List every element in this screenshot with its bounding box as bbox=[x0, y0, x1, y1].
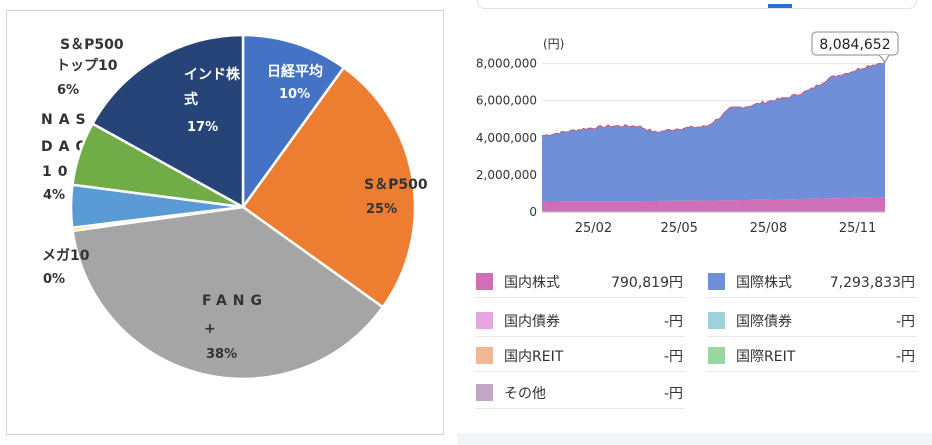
area-series-outline bbox=[541, 61, 886, 137]
legend-name: 国内株式 bbox=[504, 275, 560, 291]
x-tick-label: 25/05 bbox=[660, 221, 697, 236]
legend-value: -円 bbox=[895, 349, 915, 365]
y-tick-label: 2,000,000 bbox=[476, 168, 537, 182]
pie-slice-label: DAQ bbox=[41, 139, 93, 155]
pie-slice-percent: 4% bbox=[43, 188, 65, 203]
pie-slice bbox=[71, 205, 385, 381]
legend-swatch bbox=[476, 273, 493, 290]
legend-value: -円 bbox=[663, 314, 683, 330]
legend-swatch bbox=[476, 312, 493, 329]
callout-pointer bbox=[878, 54, 890, 63]
y-tick-label: 6,000,000 bbox=[476, 94, 537, 108]
pie-slice-label: インド株 bbox=[184, 66, 241, 83]
legend-value: -円 bbox=[663, 386, 683, 402]
legend-row: 国内債券 -円 bbox=[475, 310, 685, 337]
pie-slice bbox=[241, 65, 417, 309]
pie-slice-label: S＆P500 bbox=[364, 177, 428, 193]
pie-slice-label: 日経平均 bbox=[267, 63, 323, 80]
legend-value: 7,293,833円 bbox=[829, 275, 915, 291]
legend-row: 国際債券 -円 bbox=[707, 310, 917, 337]
y-tick-label: 4,000,000 bbox=[476, 131, 537, 145]
pie-chart-panel: 日経平均 10% S＆P500 25% FANG +38% メガ10 0% NAS DAQ 100 4… bbox=[6, 10, 444, 435]
pie-slice bbox=[90, 33, 245, 210]
legend-swatch bbox=[708, 273, 725, 290]
legend-row: 国内REIT -円 bbox=[475, 345, 685, 372]
pie-slice-label: トップ10 bbox=[56, 58, 118, 74]
legend-row: 国際株式 7,293,833円 bbox=[707, 271, 917, 298]
pie-slice-label: NAS bbox=[41, 112, 92, 128]
legend-row: 国内株式 790,819円 bbox=[475, 271, 685, 298]
pie-slice-percent: 10% bbox=[279, 87, 310, 102]
pie-slice-label: メガ10 bbox=[42, 248, 90, 264]
legend-swatch bbox=[708, 312, 725, 329]
x-tick-label: 25/08 bbox=[750, 221, 787, 236]
x-tick-label: 25/11 bbox=[839, 221, 876, 236]
legend-name: 国際債券 bbox=[736, 314, 792, 330]
y-axis-unit: (円) bbox=[543, 37, 564, 51]
active-tab-indicator[interactable] bbox=[768, 4, 792, 8]
asset-panel: (円) 8,000,000 6,000,000 4,000,000 2,000,000 0… bbox=[457, 0, 932, 445]
legend-value: 790,819円 bbox=[611, 275, 683, 291]
pie-slice-percent: 38% bbox=[206, 347, 237, 362]
legend-swatch bbox=[476, 347, 493, 364]
legend-value: -円 bbox=[895, 314, 915, 330]
total-value-callout bbox=[811, 31, 899, 56]
asset-area-chart: (円) 8,000,000 6,000,000 4,000,000 2,000,000 0… bbox=[476, 31, 899, 236]
pie-slice-label: + bbox=[204, 321, 222, 337]
total-value-text: 8,084,652 bbox=[819, 37, 890, 53]
y-tick-label: 8,000,000 bbox=[476, 57, 537, 71]
pie-slice bbox=[241, 33, 346, 211]
pie-slice-label: 式 bbox=[184, 91, 198, 108]
pie-slice-percent: 17% bbox=[187, 120, 218, 135]
pie-slice-percent: 25% bbox=[366, 202, 397, 217]
legend-swatch bbox=[476, 384, 493, 401]
pie-slice-label: FANG bbox=[202, 293, 268, 309]
legend-name: 国際株式 bbox=[736, 275, 792, 291]
legend-name: その他 bbox=[504, 386, 546, 402]
x-tick-label: 25/02 bbox=[575, 221, 612, 236]
legend-name: 国際REIT bbox=[736, 349, 796, 365]
y-tick-label: 0 bbox=[529, 205, 537, 219]
pie-slice-percent: 6% bbox=[57, 83, 79, 98]
area-series-domestic-stocks bbox=[542, 197, 885, 212]
legend-row: その他 -円 bbox=[475, 382, 685, 409]
legend-swatch bbox=[708, 347, 725, 364]
legend-value: -円 bbox=[663, 349, 683, 365]
panel-footer bbox=[457, 433, 932, 445]
legend-name: 国内REIT bbox=[504, 349, 564, 365]
pie-chart: 日経平均10%S＆P50025%FANG+38%メガ100%NASDAQ1004… bbox=[41, 33, 428, 381]
legend-name: 国内債券 bbox=[504, 314, 560, 330]
pie-slice-percent: 0% bbox=[43, 272, 65, 287]
area-series-international-stocks bbox=[542, 61, 885, 202]
legend-row: 国際REIT -円 bbox=[707, 345, 917, 372]
pie-slice-label: S＆P500 bbox=[60, 37, 124, 53]
